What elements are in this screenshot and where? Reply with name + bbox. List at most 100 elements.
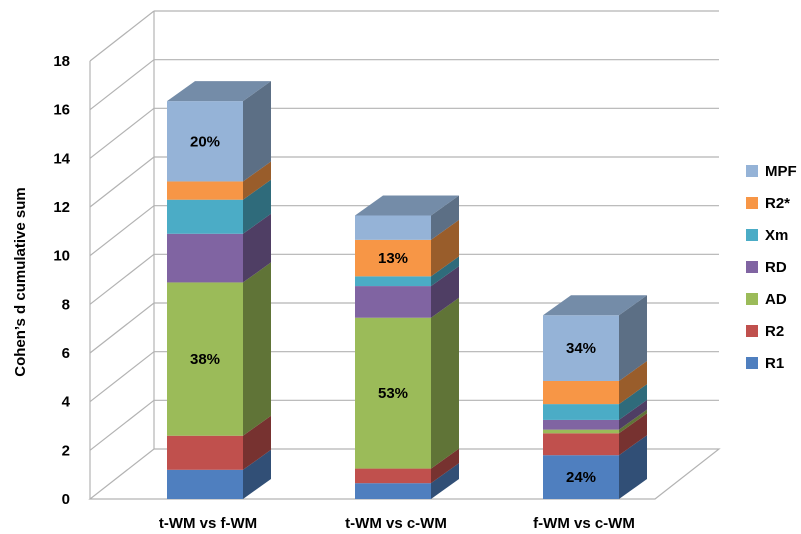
bar-segment [543,360,647,405]
bar-segment-front [167,233,243,283]
legend-swatch [746,325,758,337]
bar-segment [167,213,271,283]
bar-segment-front [167,181,243,200]
bar-segment-side [243,161,271,200]
bar-segment-front [543,433,619,456]
legend-label: AD [765,291,787,308]
bar-segment-front [355,483,431,499]
bar-segment-front [355,215,431,240]
bar-segment-side [431,297,459,469]
y-tick-label: 16 [53,102,70,119]
y-tick-label: 12 [53,199,70,216]
bar-segment-side [431,448,459,484]
bar-percentage-label: 24% [566,469,596,486]
bar-segment-side [431,219,459,277]
bar-segment [355,195,459,240]
legend-swatch [746,197,758,209]
bar-segment-front [167,435,243,470]
bar-segment-front [167,101,243,182]
bar-segment-front [167,282,243,436]
bar-percentage-label: 38% [190,351,220,368]
legend-item: R2* [746,195,790,212]
bar-segment-front [543,419,619,430]
bar-segment [167,81,271,182]
gridline-diagonal [89,205,155,257]
x-axis-labels: t-WM vs f-WM t-WM vs c-WM f-WM vs c-WM [159,515,635,532]
x-category-label: f-WM vs c-WM [533,515,635,532]
bar-segment-front [543,315,619,381]
bar-percentage-label: 20% [190,133,220,150]
bar-segment-front [167,469,243,499]
bar-segment-side [619,409,647,434]
bar-segment-front [355,286,431,318]
bar-segment [355,219,459,277]
bar-segment [543,413,647,456]
legend-item: MPF [746,163,797,180]
x-category-label: t-WM vs c-WM [345,515,447,532]
bar-segment-side [243,415,271,470]
legend-item: R1 [746,355,784,372]
bar-top-face [167,81,271,102]
legend-label: R2* [765,195,790,212]
bar-segment-side [243,213,271,283]
bar-segment-side [619,413,647,456]
bar-segment-side [243,449,271,499]
legend-item: Xm [746,227,788,244]
bar-segment-side [619,399,647,430]
bar-segment-front [355,239,431,277]
bars [167,81,647,499]
legend-item: RD [746,259,787,276]
bar-segment [355,256,459,287]
bar-segment-side [431,195,459,240]
chart-floor [88,448,721,500]
x-category-label: t-WM vs f-WM [159,515,257,532]
gridline-diagonal [89,156,155,208]
y-tick-label: 14 [53,150,70,167]
bar-segment-front [543,404,619,420]
gridline-diagonal [89,10,155,62]
gridline-diagonal [89,351,155,403]
bar-top-face [355,195,459,216]
legend-swatch [746,261,758,273]
bar-segment-front [543,429,619,434]
bar-percentage-label: 53% [378,385,408,402]
legend-item: R2 [746,323,784,340]
legend-label: RD [765,259,787,276]
bar-segment-side [431,463,459,499]
y-tick-label: 6 [62,345,70,362]
gridline-diagonal [89,107,155,159]
y-tick-label: 18 [53,53,70,70]
bar-segment [543,295,647,381]
gridline-diagonal [89,253,155,305]
bar-segment [543,384,647,420]
y-tick-label: 2 [62,442,70,459]
bar-segment [543,409,647,434]
bar-segment [543,435,647,499]
bar-segment [543,399,647,430]
bar-segment [167,415,271,470]
bar-segment [167,179,271,234]
bar-segment-front [355,468,431,484]
bar-segment [355,448,459,484]
bar-segment-side [619,360,647,405]
legend-swatch [746,293,758,305]
bar-segment-side [431,266,459,318]
legend: MPF R2* Xm RD AD R2 R1 [746,163,797,372]
bar-segment-side [243,262,271,436]
legend-label: R1 [765,355,784,372]
bar-segment-front [167,199,243,234]
bar-segment-front [543,455,619,499]
bar-segment [355,463,459,499]
bar-segment [355,266,459,318]
bar-segment [355,297,459,469]
chart-walls [88,11,721,500]
y-axis-ticks: 0 2 4 6 8 10 12 14 16 18 [53,53,70,508]
legend-label: MPF [765,163,797,180]
gridline-diagonal [89,302,155,354]
bar-segment-side [243,81,271,182]
y-axis-title: Cohen’s d cumulative sum [12,187,29,377]
legend-swatch [746,165,758,177]
bar-percentage-label: 13% [378,250,408,267]
